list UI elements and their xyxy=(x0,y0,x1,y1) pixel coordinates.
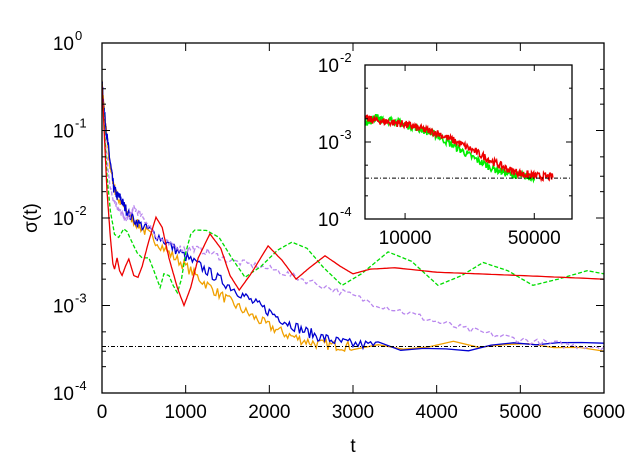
main-y-tick-base: 10 xyxy=(53,34,74,55)
main-y-tick-base: 10 xyxy=(53,122,74,143)
main-x-tick-label: 0 xyxy=(97,402,108,423)
inset-curves xyxy=(365,113,554,184)
main-y-tick-exponent: 0 xyxy=(75,28,82,43)
main-series-green xyxy=(102,82,604,295)
y-axis-title: σ(t) xyxy=(21,203,42,233)
main-x-tick-label: 6000 xyxy=(583,402,625,423)
inset-x-tick-label: 50000 xyxy=(508,228,561,249)
main-x-tick-label: 1000 xyxy=(165,402,207,423)
inset-x-tick-labels: 10000 50000 xyxy=(379,228,561,249)
main-y-tick-base: 10 xyxy=(53,384,74,405)
main-y-tick-label: 10 xyxy=(53,384,74,405)
inset-y-tick-base: 10 xyxy=(318,56,339,77)
inset-x-tick-label: 10000 xyxy=(379,228,432,249)
inset-y-tick-labels: 10-210-310-4 xyxy=(318,50,352,231)
main-curves xyxy=(102,80,604,353)
main-x-tick-label: 2000 xyxy=(248,402,290,423)
inset-ticks xyxy=(365,64,572,220)
main-y-tick-exponent: -1 xyxy=(75,116,87,131)
inset-y-tick-label: 10 xyxy=(318,56,339,77)
main-series-red xyxy=(102,82,604,308)
main-x-tick-labels: 0 1000 2000 3000 4000 5000 6000 xyxy=(97,402,625,423)
main-y-tick-label: 10 xyxy=(53,297,74,318)
inset-y-tick-base: 10 xyxy=(318,210,339,231)
main-x-tick-label: 5000 xyxy=(499,402,541,423)
inset-y-tick-label: 10 xyxy=(318,210,339,231)
inset-series-red xyxy=(365,114,554,183)
main-y-tick-exponent: -2 xyxy=(75,203,87,218)
main-y-tick-exponent: -4 xyxy=(75,378,87,393)
inset-y-tick-exponent: -2 xyxy=(340,50,352,65)
main-y-tick-exponent: -3 xyxy=(75,291,87,306)
inset-y-tick-base: 10 xyxy=(318,133,339,154)
main-y-tick-label: 10 xyxy=(53,209,74,230)
main-x-tick-label: 4000 xyxy=(416,402,458,423)
main-y-tick-label: 10 xyxy=(53,122,74,143)
inset-y-tick-label: 10 xyxy=(318,133,339,154)
main-y-tick-label: 10 xyxy=(53,34,74,55)
inset-y-tick-exponent: -4 xyxy=(340,204,352,219)
main-x-tick-label: 3000 xyxy=(332,402,374,423)
main-y-tick-base: 10 xyxy=(53,297,74,318)
main-series-purple xyxy=(102,90,604,351)
main-y-tick-base: 10 xyxy=(53,209,74,230)
main-ticks xyxy=(101,42,605,394)
inset-plot: 10000 50000 10-210-310-4 xyxy=(318,50,573,249)
inset-y-tick-exponent: -3 xyxy=(340,127,352,142)
inset-background xyxy=(365,65,572,219)
x-axis-title: t xyxy=(350,436,356,457)
